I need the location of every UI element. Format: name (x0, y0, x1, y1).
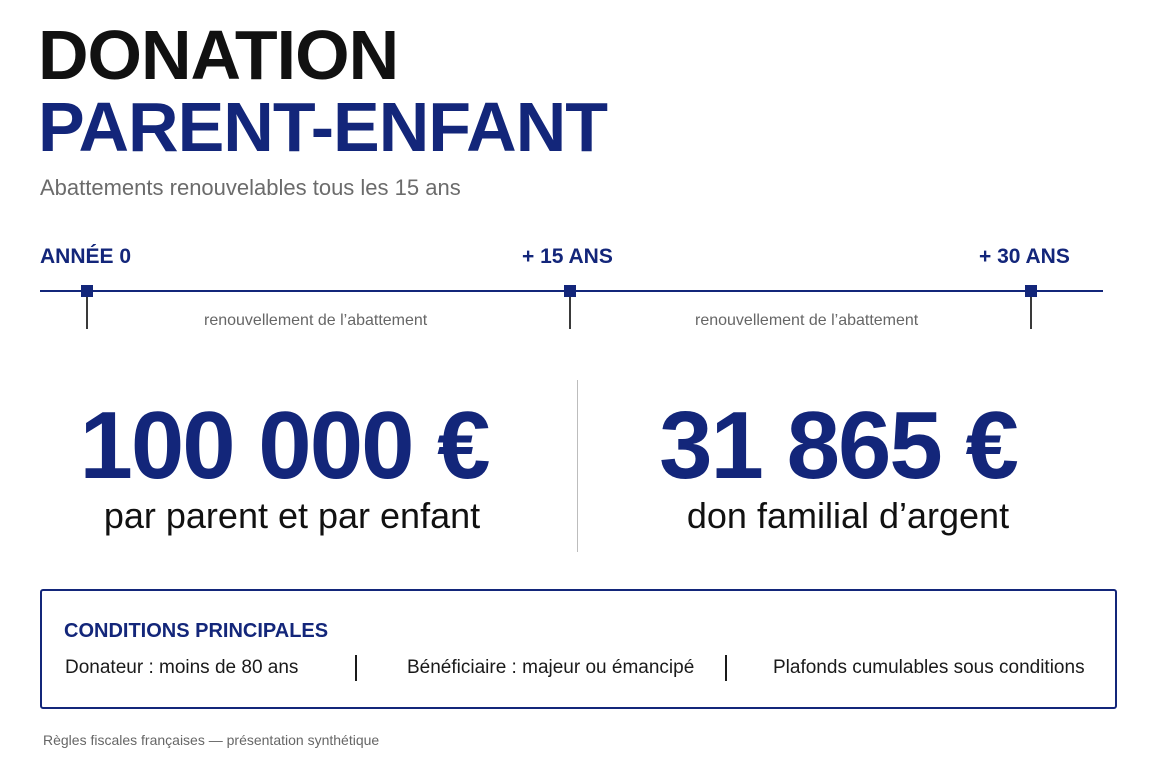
timeline-note-second-period: renouvellement de l’abattement (695, 312, 919, 329)
condition-cumulative-limits: Plafonds cumulables sous conditions (773, 657, 1085, 678)
timeline-marker-year-0 (81, 285, 93, 297)
footer-note: Règles fiscales françaises — présentatio… (43, 732, 380, 748)
timeline-marker-15-years (564, 285, 576, 297)
page-title-line-1: DONATION (38, 16, 399, 94)
stat-caption-parent-child: par parent et par enfant (103, 495, 481, 536)
stats-divider (577, 380, 578, 552)
condition-donor-age: Donateur : moins de 80 ans (65, 657, 299, 678)
condition-beneficiary: Bénéficiaire : majeur ou émancipé (407, 657, 695, 678)
conditions-title: CONDITIONS PRINCIPALES (64, 620, 329, 642)
condition-separator (355, 655, 357, 681)
page-subtitle: Abattements renouvelables tous les 15 an… (40, 175, 461, 200)
stat-value-family-gift: 31 865 € (659, 392, 1019, 499)
timeline-label-year-0: ANNÉE 0 (40, 245, 132, 268)
timeline-marker-30-years (1025, 285, 1037, 297)
timeline-label-30-years: + 30 ANS (979, 245, 1070, 268)
stat-value-parent-child: 100 000 € (79, 392, 490, 499)
condition-separator (725, 655, 727, 681)
timeline-tick-year-0 (86, 297, 88, 329)
conditions-panel (40, 589, 1117, 709)
timeline-tick-30-years (1030, 297, 1032, 329)
timeline-label-15-years: + 15 ANS (522, 245, 613, 268)
timeline-note-first-period: renouvellement de l’abattement (204, 312, 428, 329)
stat-caption-family-gift: don familial d’argent (686, 495, 1010, 536)
timeline-tick-15-years (569, 297, 571, 329)
page-title-line-2: PARENT-ENFANT (38, 88, 608, 166)
